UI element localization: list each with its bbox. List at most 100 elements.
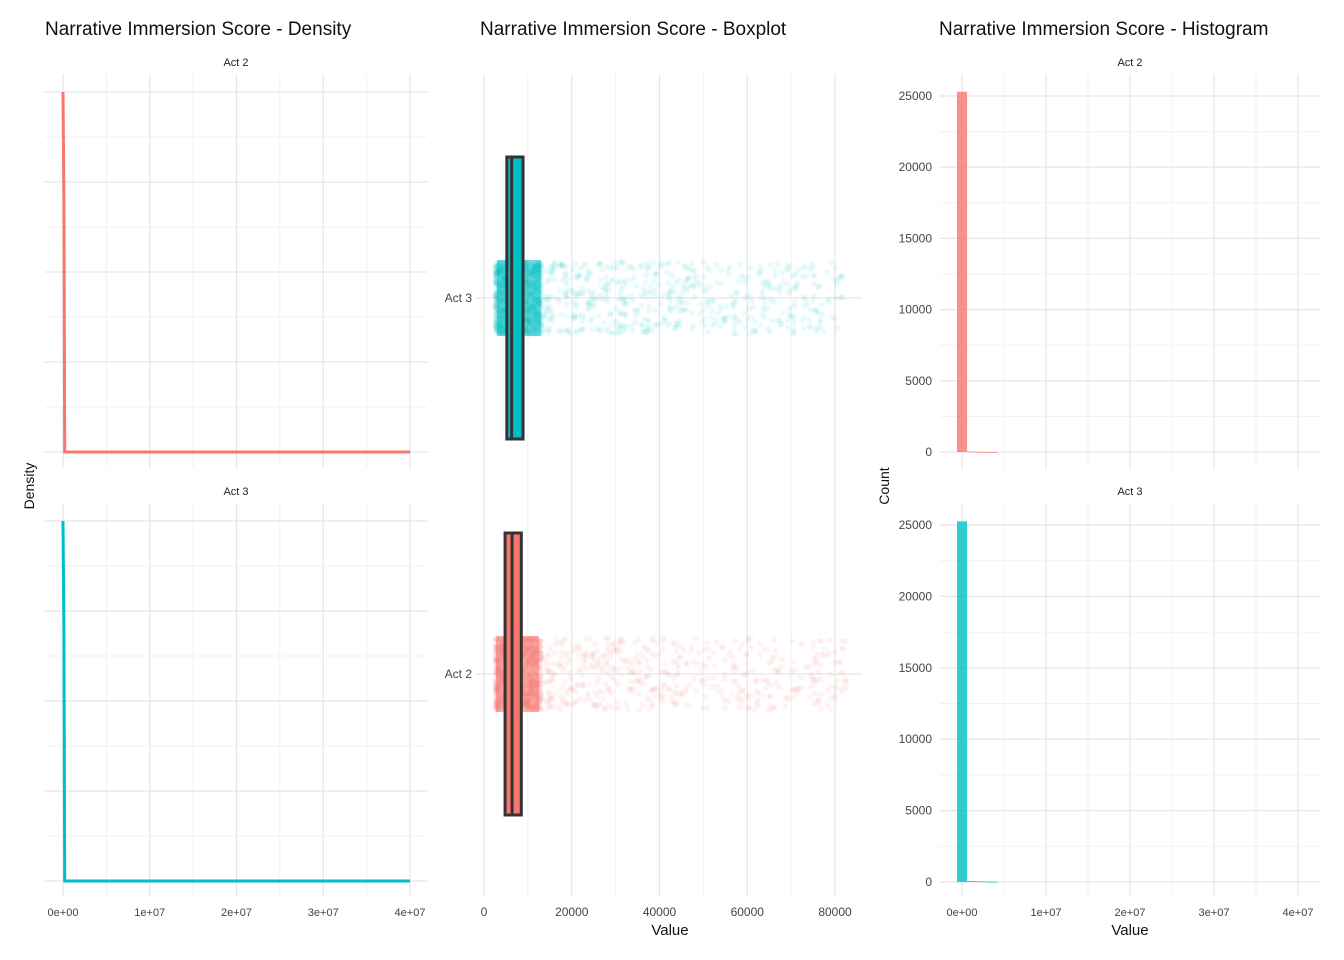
- jitter-point: [665, 685, 672, 692]
- jitter-point: [689, 267, 696, 273]
- jitter-point: [576, 272, 583, 279]
- jitter-point: [545, 679, 552, 685]
- jitter-point: [749, 668, 756, 675]
- jitter-point: [659, 635, 666, 642]
- jitter-point: [615, 327, 622, 334]
- jitter-point: [664, 323, 671, 330]
- jitter-point: [546, 694, 553, 701]
- jitter-point: [643, 327, 650, 333]
- jitter-point: [551, 671, 558, 678]
- jitter-point: [818, 662, 824, 669]
- jitter-point: [794, 280, 801, 287]
- jitter-point: [711, 662, 718, 669]
- jitter-point: [649, 327, 656, 334]
- jitter-point: [733, 330, 740, 337]
- jitter-point: [540, 325, 547, 332]
- jitter-point: [737, 704, 744, 711]
- jitter-point: [652, 287, 659, 294]
- jitter-point: [700, 287, 706, 294]
- jitter-point: [562, 271, 569, 278]
- jitter-point: [601, 653, 608, 660]
- facet-strip-label: Act 3: [1117, 486, 1142, 498]
- jitter-point: [603, 291, 610, 298]
- jitter-point: [648, 289, 654, 296]
- jitter-point: [817, 706, 824, 712]
- jitter-point: [718, 280, 725, 287]
- jitter-point: [550, 313, 557, 320]
- jitter-point: [731, 330, 738, 337]
- y-tick-label: 10000: [899, 732, 933, 746]
- jitter-point: [671, 639, 678, 646]
- jitter-point: [708, 315, 715, 322]
- jitter-point: [575, 313, 582, 320]
- jitter-point: [560, 696, 567, 703]
- x-tick-label: 0: [481, 905, 488, 919]
- jitter-point: [649, 637, 655, 644]
- jitter-point: [570, 266, 577, 273]
- jitter-point: [685, 274, 692, 281]
- jitter-point: [700, 682, 707, 689]
- jitter-point: [657, 693, 664, 700]
- jitter-point: [831, 659, 838, 666]
- jitter-point: [618, 295, 625, 302]
- jitter-point: [810, 700, 817, 707]
- jitter-point: [718, 307, 724, 314]
- jitter-point: [772, 647, 779, 654]
- jitter-point: [817, 637, 823, 644]
- jitter-point: [797, 641, 804, 647]
- jitter-point: [664, 261, 671, 268]
- jitter-point: [574, 290, 581, 297]
- jitter-point: [799, 274, 806, 280]
- jitter-point: [571, 643, 578, 650]
- jitter-point: [801, 313, 808, 320]
- jitter-point: [650, 685, 657, 692]
- jitter-point: [650, 701, 657, 708]
- jitter-point: [677, 317, 684, 324]
- jitter-point: [605, 287, 612, 294]
- jitter-point: [812, 309, 819, 316]
- jitter-point: [544, 651, 551, 658]
- jitter-point: [643, 663, 650, 670]
- jitter-point: [694, 274, 700, 281]
- jitter-point: [612, 330, 619, 337]
- jitter-point: [743, 692, 750, 699]
- jitter-point: [657, 696, 664, 703]
- jitter-point: [543, 293, 550, 300]
- jitter-point: [589, 315, 596, 322]
- jitter-point: [643, 328, 650, 335]
- jitter-point: [688, 326, 695, 333]
- jitter-point: [811, 677, 818, 684]
- jitter-point: [723, 302, 730, 309]
- jitter-point: [836, 273, 843, 280]
- jitter-point: [581, 652, 588, 659]
- jitter-point: [619, 636, 626, 643]
- jitter-point: [571, 313, 578, 320]
- jitter-point: [575, 667, 582, 674]
- jitter-point: [669, 284, 676, 291]
- jitter-point: [656, 259, 663, 266]
- jitter-point: [836, 670, 843, 677]
- jitter-point: [622, 279, 629, 286]
- jitter-point: [580, 262, 587, 269]
- jitter-point: [667, 686, 674, 693]
- jitter-point: [676, 321, 683, 328]
- jitter-point: [730, 654, 737, 661]
- jitter-point: [827, 672, 834, 678]
- jitter-point: [684, 264, 691, 271]
- jitter-point: [727, 648, 734, 655]
- jitter-point: [610, 664, 617, 671]
- jitter-point: [570, 687, 576, 694]
- jitter-point: [680, 647, 687, 654]
- jitter-point: [588, 326, 595, 333]
- jitter-point: [609, 642, 616, 649]
- jitter-point: [772, 653, 779, 660]
- jitter-point: [756, 640, 763, 647]
- jitter-point: [638, 303, 645, 309]
- jitter-point: [594, 294, 600, 301]
- jitter-point: [793, 283, 800, 290]
- jitter-point: [644, 673, 651, 679]
- jitter-point: [537, 650, 544, 657]
- jitter-point: [647, 666, 654, 672]
- jitter-point: [604, 662, 611, 669]
- jitter-point: [789, 638, 796, 644]
